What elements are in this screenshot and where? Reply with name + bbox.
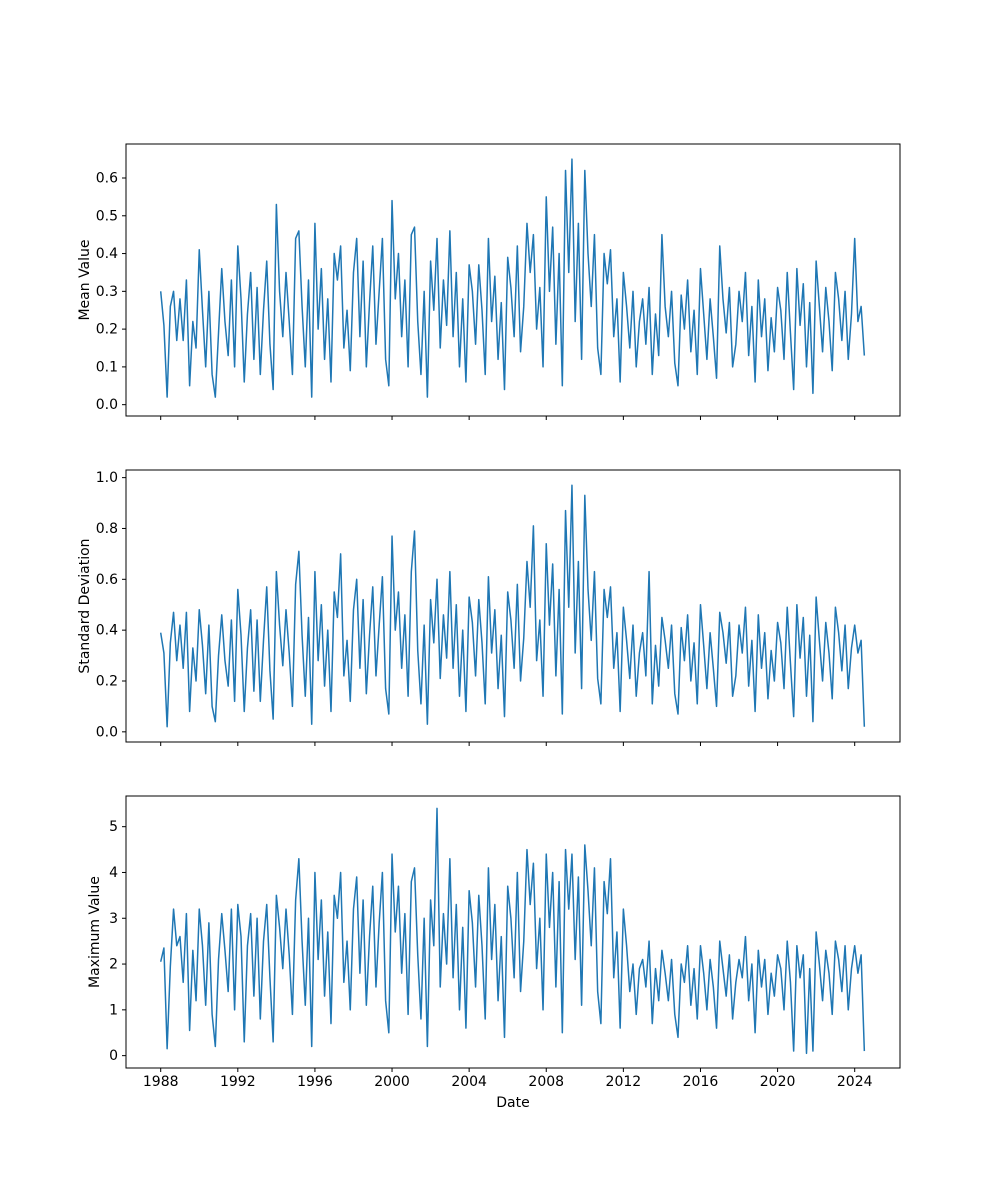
y-tick-label-mean-value: 0.6 xyxy=(96,171,118,187)
y-tick-label-mean-value: 0.0 xyxy=(96,397,118,413)
y-tick-label-mean-value: 0.2 xyxy=(96,322,118,338)
x-tick-label: 1996 xyxy=(297,1074,333,1090)
series-line-maximum-value xyxy=(159,807,866,1055)
y-tick-label-mean-value: 0.4 xyxy=(96,246,118,262)
y-tick-label-mean-value: 0.3 xyxy=(96,284,118,300)
y-tick-label-maximum-value: 0 xyxy=(109,1048,118,1064)
y-tick-label-maximum-value: 1 xyxy=(109,1002,118,1018)
y-tick-label-maximum-value: 5 xyxy=(109,819,118,835)
x-tick-label: 2000 xyxy=(374,1074,410,1090)
y-tick-label-standard-deviation: 0.8 xyxy=(96,521,118,537)
x-tick-label: 2008 xyxy=(528,1074,564,1090)
x-axis-label-date: Date xyxy=(496,1095,530,1111)
y-tick-label-standard-deviation: 0.6 xyxy=(96,572,118,588)
y-tick-label-standard-deviation: 0.0 xyxy=(96,724,118,740)
y-tick-label-mean-value: 0.5 xyxy=(96,208,118,224)
x-tick-label: 2012 xyxy=(606,1074,642,1090)
axes-frame-maximum-value xyxy=(125,795,901,1069)
y-tick-label-standard-deviation: 1.0 xyxy=(96,470,118,486)
y-axis-label-maximum-value: Maximum Value xyxy=(87,876,103,988)
axes-frame-mean-value xyxy=(125,143,901,417)
axes-frame-standard-deviation xyxy=(125,469,901,743)
y-tick-label-maximum-value: 2 xyxy=(109,957,118,973)
x-tick-label: 2004 xyxy=(451,1074,487,1090)
x-tick-label: 1992 xyxy=(220,1074,256,1090)
y-axis-label-mean-value: Mean Value xyxy=(77,239,93,321)
x-tick-label: 2024 xyxy=(837,1074,873,1090)
y-tick-label-maximum-value: 3 xyxy=(109,911,118,927)
x-tick-label: 1988 xyxy=(143,1074,179,1090)
x-tick-label: 2020 xyxy=(760,1074,796,1090)
series-line-standard-deviation xyxy=(159,484,866,728)
y-tick-label-mean-value: 0.1 xyxy=(96,359,118,375)
y-tick-label-standard-deviation: 0.2 xyxy=(96,673,118,689)
series-line-mean-value xyxy=(159,158,866,398)
x-tick-label: 2016 xyxy=(683,1074,719,1090)
y-tick-label-standard-deviation: 0.4 xyxy=(96,623,118,639)
y-axis-label-standard-deviation: Standard Deviation xyxy=(77,538,93,674)
y-tick-label-maximum-value: 4 xyxy=(109,865,118,881)
